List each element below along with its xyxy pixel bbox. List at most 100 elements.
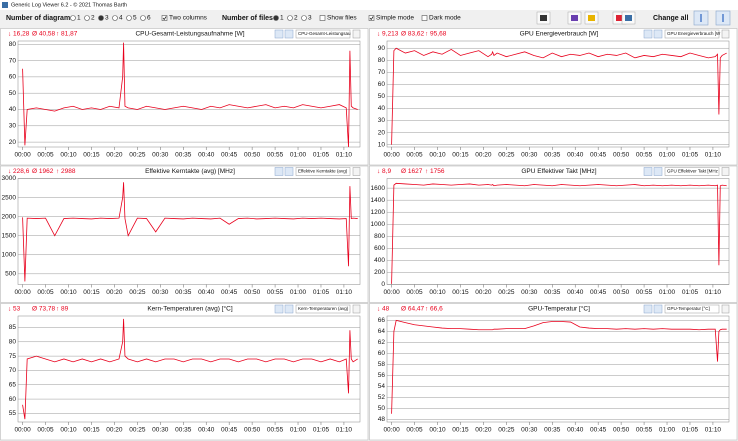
series-dropdown[interactable] xyxy=(664,304,720,314)
x-tick-label: 00:50 xyxy=(244,427,261,434)
y-tick-label: 50 xyxy=(378,405,386,412)
diagrams-label: Number of diagrams xyxy=(6,15,74,22)
y-tick-label: 1600 xyxy=(371,185,386,192)
x-tick-label: 01:05 xyxy=(313,289,330,296)
y-tick-label: 2500 xyxy=(2,194,17,201)
change-all-label: Change all xyxy=(653,15,688,22)
stat-value: ↓ 9,213 xyxy=(377,31,399,38)
data-line xyxy=(22,182,358,282)
x-tick-label: 00:50 xyxy=(613,427,630,434)
radio-button[interactable] xyxy=(126,15,132,21)
stat-value: ↑ 2988 xyxy=(56,168,76,175)
x-tick-label: 01:10 xyxy=(705,289,722,296)
info-button[interactable] xyxy=(653,304,663,314)
stat-value: ↑ 66,6 xyxy=(425,306,443,313)
check-mark xyxy=(369,16,374,21)
x-tick-label: 00:20 xyxy=(475,427,492,434)
radio-button[interactable] xyxy=(140,15,146,21)
x-tick-label: 00:10 xyxy=(429,289,446,296)
dropdown-arrow[interactable] xyxy=(352,304,361,314)
y-tick-label: 60 xyxy=(9,74,17,81)
x-tick-label: 00:40 xyxy=(198,427,215,434)
x-tick-label: 01:00 xyxy=(659,152,676,159)
y-tick-label: 75 xyxy=(9,353,17,360)
y-tick-label: 30 xyxy=(378,117,386,124)
plot-area xyxy=(386,315,730,423)
x-tick-label: 00:45 xyxy=(221,289,238,296)
x-tick-label: 00:15 xyxy=(83,427,100,434)
y-tick-label: 66 xyxy=(378,317,386,324)
info-button[interactable] xyxy=(653,167,663,176)
checkbox[interactable] xyxy=(161,15,168,21)
y-tick-label: 58 xyxy=(378,361,386,368)
checkbox[interactable] xyxy=(421,15,428,21)
x-tick-label: 00:05 xyxy=(37,289,54,296)
dropdown-arrow[interactable] xyxy=(721,304,730,314)
series-dropdown[interactable] xyxy=(295,304,351,314)
y-tick-label: 500 xyxy=(5,271,16,278)
x-tick-label: 00:50 xyxy=(613,289,630,296)
y-tick-label: 70 xyxy=(9,367,17,374)
series-dropdown[interactable] xyxy=(664,167,720,176)
checkbox[interactable] xyxy=(368,15,375,21)
radio-label: 5 xyxy=(133,15,137,22)
button-icon xyxy=(588,15,595,21)
dropdown-arrow[interactable] xyxy=(352,29,361,39)
dropdown-text: Effektive Kerntakte (avg) xyxy=(298,169,348,174)
info-button[interactable] xyxy=(643,304,653,314)
x-tick-label: 00:35 xyxy=(175,289,192,296)
simple-mode-label: Simple mode xyxy=(376,15,414,22)
series-dropdown[interactable] xyxy=(664,29,720,39)
radio-button[interactable] xyxy=(84,15,90,21)
x-tick-label: 01:00 xyxy=(290,152,307,159)
x-tick-label: 00:25 xyxy=(498,427,515,434)
info-button[interactable] xyxy=(274,29,284,39)
info-button[interactable] xyxy=(643,29,653,39)
x-tick-label: 00:40 xyxy=(567,427,584,434)
plot-area xyxy=(17,315,361,423)
dropdown-arrow[interactable] xyxy=(721,29,730,39)
radio-button[interactable] xyxy=(70,15,76,21)
radio-button[interactable] xyxy=(112,15,118,21)
y-tick-label: 1000 xyxy=(2,251,17,258)
x-tick-label: 00:30 xyxy=(521,289,538,296)
info-button[interactable] xyxy=(284,304,294,314)
radio-button[interactable] xyxy=(301,15,307,21)
y-tick-label: 56 xyxy=(378,372,386,379)
x-tick-label: 00:25 xyxy=(498,289,515,296)
x-tick-label: 00:05 xyxy=(37,152,54,159)
y-tick-label: 80 xyxy=(9,339,17,346)
info-button[interactable] xyxy=(643,167,653,176)
x-tick-label: 00:25 xyxy=(129,152,146,159)
x-tick-label: 00:40 xyxy=(567,152,584,159)
x-tick-label: 00:10 xyxy=(60,289,77,296)
info-button[interactable] xyxy=(274,167,284,176)
radio-button[interactable] xyxy=(98,15,104,21)
info-button[interactable] xyxy=(284,29,294,39)
x-tick-label: 00:05 xyxy=(406,289,423,296)
series-dropdown[interactable] xyxy=(295,29,351,39)
plot-area xyxy=(386,40,730,148)
dropdown-arrow[interactable] xyxy=(352,167,361,176)
y-tick-label: 60 xyxy=(378,81,386,88)
x-tick-label: 00:45 xyxy=(590,289,607,296)
stat-value: Ø 64,47 xyxy=(401,306,425,313)
x-tick-label: 00:30 xyxy=(152,427,169,434)
radio-button[interactable] xyxy=(287,15,293,21)
checkbox[interactable] xyxy=(319,15,326,21)
y-tick-label: 1000 xyxy=(371,221,386,228)
x-tick-label: 01:00 xyxy=(290,427,307,434)
x-tick-label: 00:55 xyxy=(636,289,653,296)
info-button[interactable] xyxy=(274,304,284,314)
x-tick-label: 00:15 xyxy=(452,152,469,159)
y-tick-label: 800 xyxy=(374,233,385,240)
radio-button[interactable] xyxy=(273,15,279,21)
x-tick-label: 00:50 xyxy=(613,152,630,159)
data-line xyxy=(391,47,727,145)
info-button[interactable] xyxy=(284,167,294,176)
info-button[interactable] xyxy=(653,29,663,39)
series-dropdown[interactable] xyxy=(295,167,351,176)
stat-value: ↑ 1756 xyxy=(425,168,445,175)
dropdown-arrow[interactable] xyxy=(721,167,730,176)
